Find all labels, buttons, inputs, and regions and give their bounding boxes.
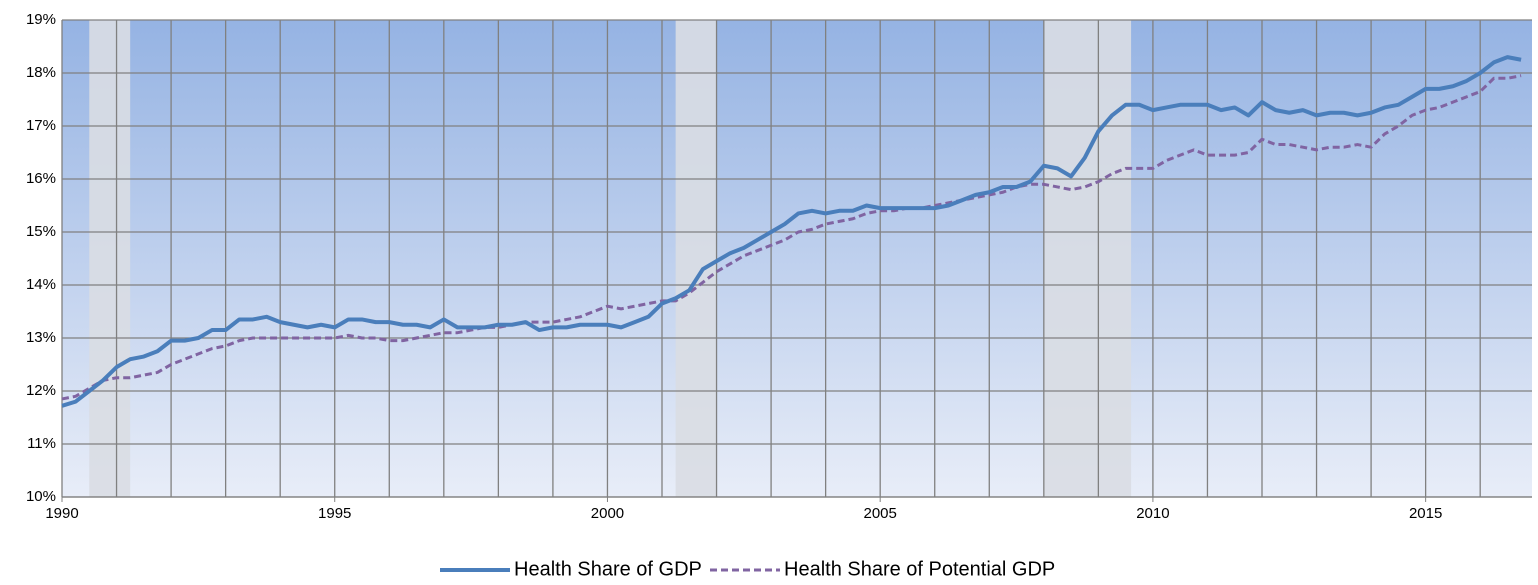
x-tick-label: 1995 [318,505,351,522]
y-tick-label: 16% [26,170,56,187]
legend-label: Health Share of Potential GDP [784,558,1055,580]
y-tick-label: 17% [26,117,56,134]
x-tick-label: 2015 [1409,505,1442,522]
y-tick-label: 11% [27,435,56,452]
y-tick-label: 14% [26,276,56,293]
x-tick-label: 1990 [45,505,78,522]
x-tick-label: 2010 [1136,505,1169,522]
y-tick-label: 13% [26,329,56,346]
y-tick-label: 18% [26,64,56,81]
y-tick-label: 15% [26,223,56,240]
x-tick-label: 2005 [863,505,896,522]
series-line [61,55,1522,408]
y-tick-label: 10% [26,488,56,505]
x-tick-label: 2000 [591,505,624,522]
recession-band [675,20,717,497]
recession-band [89,20,131,497]
series-line [61,74,1522,401]
y-tick-label: 19% [26,11,56,28]
plot-area [62,20,1532,497]
legend-label: Health Share of GDP [514,558,702,580]
y-tick-label: 12% [26,382,56,399]
recession-band [1043,20,1132,497]
